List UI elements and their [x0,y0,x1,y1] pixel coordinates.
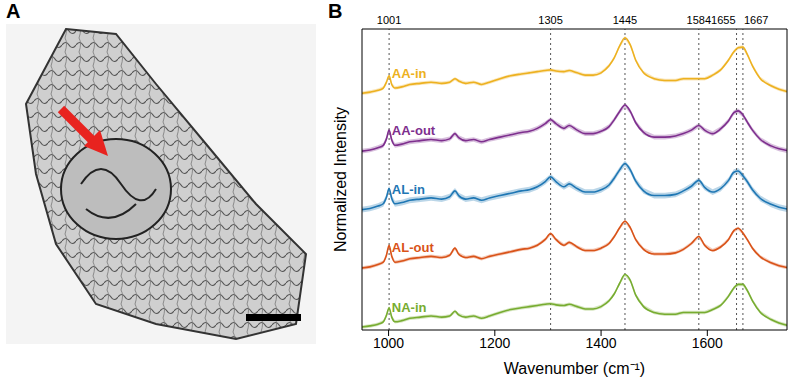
svg-text:AA-in: AA-in [392,66,427,81]
svg-text:1667: 1667 [744,14,768,26]
svg-text:1001: 1001 [377,14,401,26]
svg-text:1445: 1445 [613,14,637,26]
svg-text:1200: 1200 [479,335,510,351]
svg-text:AL-out: AL-out [392,240,435,255]
svg-text:Wavenumber (cm⁻¹): Wavenumber (cm⁻¹) [504,360,645,377]
svg-text:AA-out: AA-out [392,123,436,138]
svg-text:NA-in: NA-in [392,300,427,315]
html-text:B: B [328,0,343,22]
svg-text:Normalized Intensity: Normalized Intensity [332,107,349,252]
svg-text:1400: 1400 [585,335,616,351]
svg-text:1305: 1305 [538,14,562,26]
html-text:A: A [6,0,21,22]
svg-text:1655: 1655 [711,14,735,26]
svg-text:1600: 1600 [692,335,723,351]
svg-text:1000: 1000 [373,335,404,351]
svg-text:AL-in: AL-in [392,182,425,197]
svg-text:1584: 1584 [687,14,711,26]
